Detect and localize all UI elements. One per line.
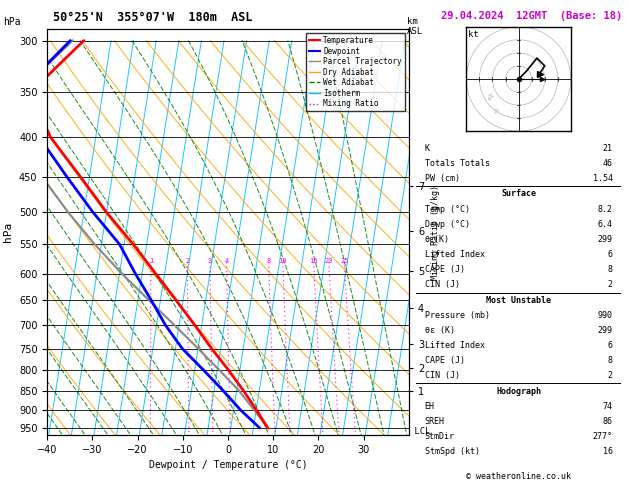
Text: Dewp (°C): Dewp (°C)	[425, 220, 470, 229]
Text: SREH: SREH	[425, 417, 445, 426]
Text: CAPE (J): CAPE (J)	[425, 356, 465, 365]
Text: CIN (J): CIN (J)	[425, 280, 460, 290]
Text: 86: 86	[603, 417, 613, 426]
Text: 46: 46	[603, 159, 613, 168]
Text: 1.54: 1.54	[593, 174, 613, 183]
Legend: Temperature, Dewpoint, Parcel Trajectory, Dry Adiabat, Wet Adiabat, Isotherm, Mi: Temperature, Dewpoint, Parcel Trajectory…	[306, 33, 405, 111]
Text: 299: 299	[598, 326, 613, 335]
Text: ↯: ↯	[490, 106, 501, 118]
Text: 3: 3	[208, 258, 212, 264]
Text: 25: 25	[340, 258, 348, 264]
Text: PW (cm): PW (cm)	[425, 174, 460, 183]
Text: Totals Totals: Totals Totals	[425, 159, 489, 168]
X-axis label: Dewpoint / Temperature (°C): Dewpoint / Temperature (°C)	[148, 460, 308, 470]
Text: 6: 6	[608, 341, 613, 350]
Y-axis label: hPa: hPa	[3, 222, 13, 242]
Text: 990: 990	[598, 311, 613, 320]
Text: Surface: Surface	[501, 190, 536, 198]
Text: Lifted Index: Lifted Index	[425, 250, 484, 259]
Text: 4: 4	[225, 258, 229, 264]
Text: 2: 2	[186, 258, 189, 264]
Text: 8.2: 8.2	[598, 205, 613, 214]
Text: K: K	[425, 144, 430, 153]
Text: kt: kt	[469, 30, 479, 39]
Text: StmSpd (kt): StmSpd (kt)	[425, 447, 479, 456]
Text: 2: 2	[608, 371, 613, 381]
Text: 6: 6	[608, 250, 613, 259]
Text: Lifted Index: Lifted Index	[425, 341, 484, 350]
Text: 21: 21	[603, 144, 613, 153]
Text: 1: 1	[149, 258, 153, 264]
Text: hPa: hPa	[3, 17, 21, 27]
Text: 50°25'N  355°07'W  180m  ASL: 50°25'N 355°07'W 180m ASL	[53, 11, 253, 24]
Text: 29.04.2024  12GMT  (Base: 18): 29.04.2024 12GMT (Base: 18)	[441, 11, 622, 21]
Text: Hodograph: Hodograph	[496, 386, 541, 396]
Text: CAPE (J): CAPE (J)	[425, 265, 465, 274]
Text: StmDir: StmDir	[425, 432, 455, 441]
Text: © weatheronline.co.uk: © weatheronline.co.uk	[467, 472, 571, 481]
Text: EH: EH	[425, 402, 435, 411]
Text: Temp (°C): Temp (°C)	[425, 205, 470, 214]
Text: CIN (J): CIN (J)	[425, 371, 460, 381]
Text: 277°: 277°	[593, 432, 613, 441]
Text: 16: 16	[603, 447, 613, 456]
Text: 16: 16	[309, 258, 318, 264]
Text: 6.4: 6.4	[598, 220, 613, 229]
Text: Most Unstable: Most Unstable	[486, 295, 551, 305]
Y-axis label: Mixing Ratio (g/kg): Mixing Ratio (g/kg)	[431, 185, 440, 279]
Text: LCL: LCL	[409, 427, 430, 436]
Text: 10: 10	[279, 258, 287, 264]
Text: 299: 299	[598, 235, 613, 244]
Text: 8: 8	[608, 265, 613, 274]
Text: Pressure (mb): Pressure (mb)	[425, 311, 489, 320]
Text: θε(K): θε(K)	[425, 235, 450, 244]
Text: km
ASL: km ASL	[407, 17, 423, 35]
Text: 74: 74	[603, 402, 613, 411]
Text: ↯: ↯	[482, 92, 495, 104]
Text: 20: 20	[325, 258, 333, 264]
Text: 8: 8	[267, 258, 271, 264]
Text: 8: 8	[608, 356, 613, 365]
Text: 2: 2	[608, 280, 613, 290]
Text: θε (K): θε (K)	[425, 326, 455, 335]
